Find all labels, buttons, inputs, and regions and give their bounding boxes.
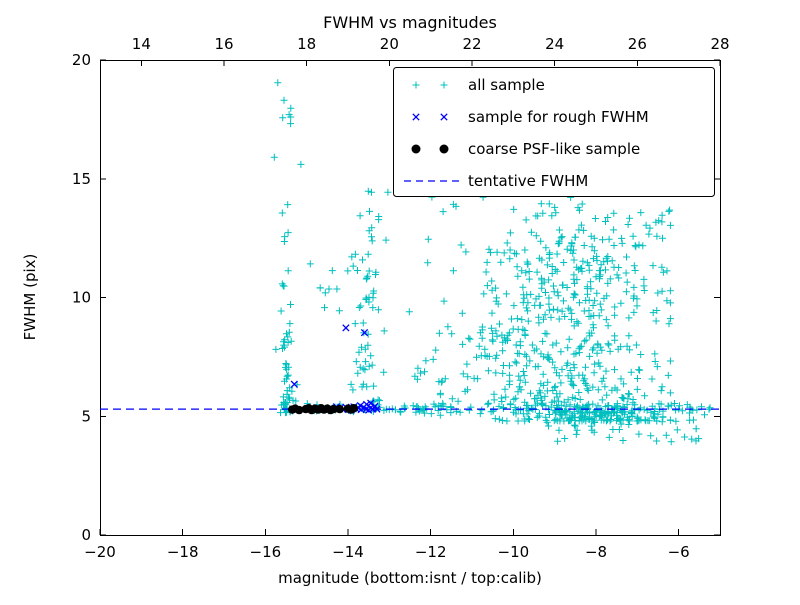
x-tick-label: −20: [84, 543, 116, 561]
top-tick-label: 24: [545, 35, 564, 53]
x-tick-label: −6: [668, 543, 690, 561]
y-tick-label: 10: [72, 289, 91, 307]
legend-label-all-sample: all sample: [468, 76, 545, 94]
legend-entry-all-sample: all sample: [412, 76, 545, 94]
legend-label-rough-fwhm: sample for rough FWHM: [468, 108, 649, 126]
top-tick-label: 28: [710, 35, 729, 53]
axis-ticks: [99, 59, 721, 536]
psf-sample-point: [349, 404, 358, 413]
chart-title: FWHM vs magnitudes: [323, 13, 497, 32]
scatter-all-sample: [270, 79, 714, 446]
y-tick-label: 20: [72, 51, 91, 69]
legend-entry-psf-like: coarse PSF-like sample: [411, 140, 640, 158]
top-tick-label: 16: [214, 35, 233, 53]
x-tick-label: −14: [332, 543, 364, 561]
y-tick-label: 5: [81, 407, 91, 425]
legend-label-tentative-fwhm: tentative FWHM: [468, 172, 588, 190]
top-tick-label: 22: [462, 35, 481, 53]
legend-entry-rough-fwhm: sample for rough FWHM: [412, 108, 649, 126]
x-tick-label: −12: [415, 543, 447, 561]
x-tick-label: −16: [250, 543, 282, 561]
legend-label-psf-like: coarse PSF-like sample: [468, 140, 640, 158]
legend-frame: [393, 67, 715, 197]
axis-tick-labels: −20 −18 −16 −14 −12 −10 −8 −6 14 16 18 20 22 24 26 28 0 5…: [72, 35, 730, 561]
legend-entry-tentative-fwhm: tentative FWHM: [404, 172, 588, 190]
legend: all sample sample for rough FWHM coarse …: [393, 67, 715, 197]
x-tick-label: −10: [498, 543, 530, 561]
x-tick-label: −8: [585, 543, 607, 561]
y-axis-label: FWHM (pix): [21, 254, 39, 341]
scatter-psf-like-sample: [288, 404, 358, 415]
y-tick-label: 0: [81, 526, 91, 544]
x-marker-icon: [412, 113, 448, 121]
top-tick-label: 18: [297, 35, 316, 53]
x-axis-label: magnitude (bottom:isnt / top:calib): [278, 569, 542, 587]
top-tick-label: 20: [380, 35, 399, 53]
y-tick-label: 15: [72, 170, 91, 188]
psf-sample-point: [295, 405, 304, 415]
dot-marker-icon: [439, 144, 449, 154]
x-tick-label: −18: [167, 543, 199, 561]
dot-marker-icon: [411, 144, 421, 154]
plus-marker-icon: [412, 81, 448, 89]
top-tick-label: 26: [628, 35, 647, 53]
psf-sample-point: [335, 404, 344, 414]
psf-sample-point: [329, 404, 338, 414]
plus-markers: [270, 79, 714, 446]
top-tick-label: 14: [132, 35, 151, 53]
